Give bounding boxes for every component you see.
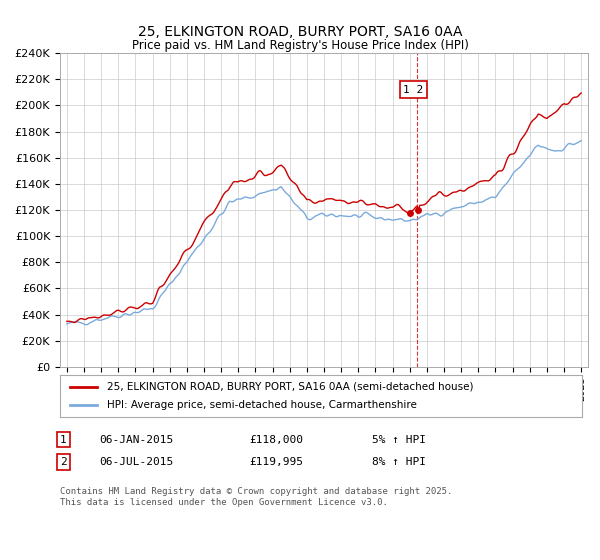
Text: 1 2: 1 2 [403, 85, 423, 95]
Text: £119,995: £119,995 [249, 457, 303, 467]
Text: £118,000: £118,000 [249, 435, 303, 445]
Text: HPI: Average price, semi-detached house, Carmarthenshire: HPI: Average price, semi-detached house,… [107, 400, 417, 410]
Text: 06-JAN-2015: 06-JAN-2015 [99, 435, 173, 445]
Text: 25, ELKINGTON ROAD, BURRY PORT, SA16 0AA (semi-detached house): 25, ELKINGTON ROAD, BURRY PORT, SA16 0AA… [107, 382, 473, 392]
Text: 5% ↑ HPI: 5% ↑ HPI [372, 435, 426, 445]
Text: 25, ELKINGTON ROAD, BURRY PORT, SA16 0AA: 25, ELKINGTON ROAD, BURRY PORT, SA16 0AA [138, 25, 462, 39]
Text: Contains HM Land Registry data © Crown copyright and database right 2025.
This d: Contains HM Land Registry data © Crown c… [60, 487, 452, 507]
Text: 8% ↑ HPI: 8% ↑ HPI [372, 457, 426, 467]
Text: 06-JUL-2015: 06-JUL-2015 [99, 457, 173, 467]
Text: Price paid vs. HM Land Registry's House Price Index (HPI): Price paid vs. HM Land Registry's House … [131, 39, 469, 52]
Text: 1: 1 [60, 435, 67, 445]
Text: 2: 2 [60, 457, 67, 467]
